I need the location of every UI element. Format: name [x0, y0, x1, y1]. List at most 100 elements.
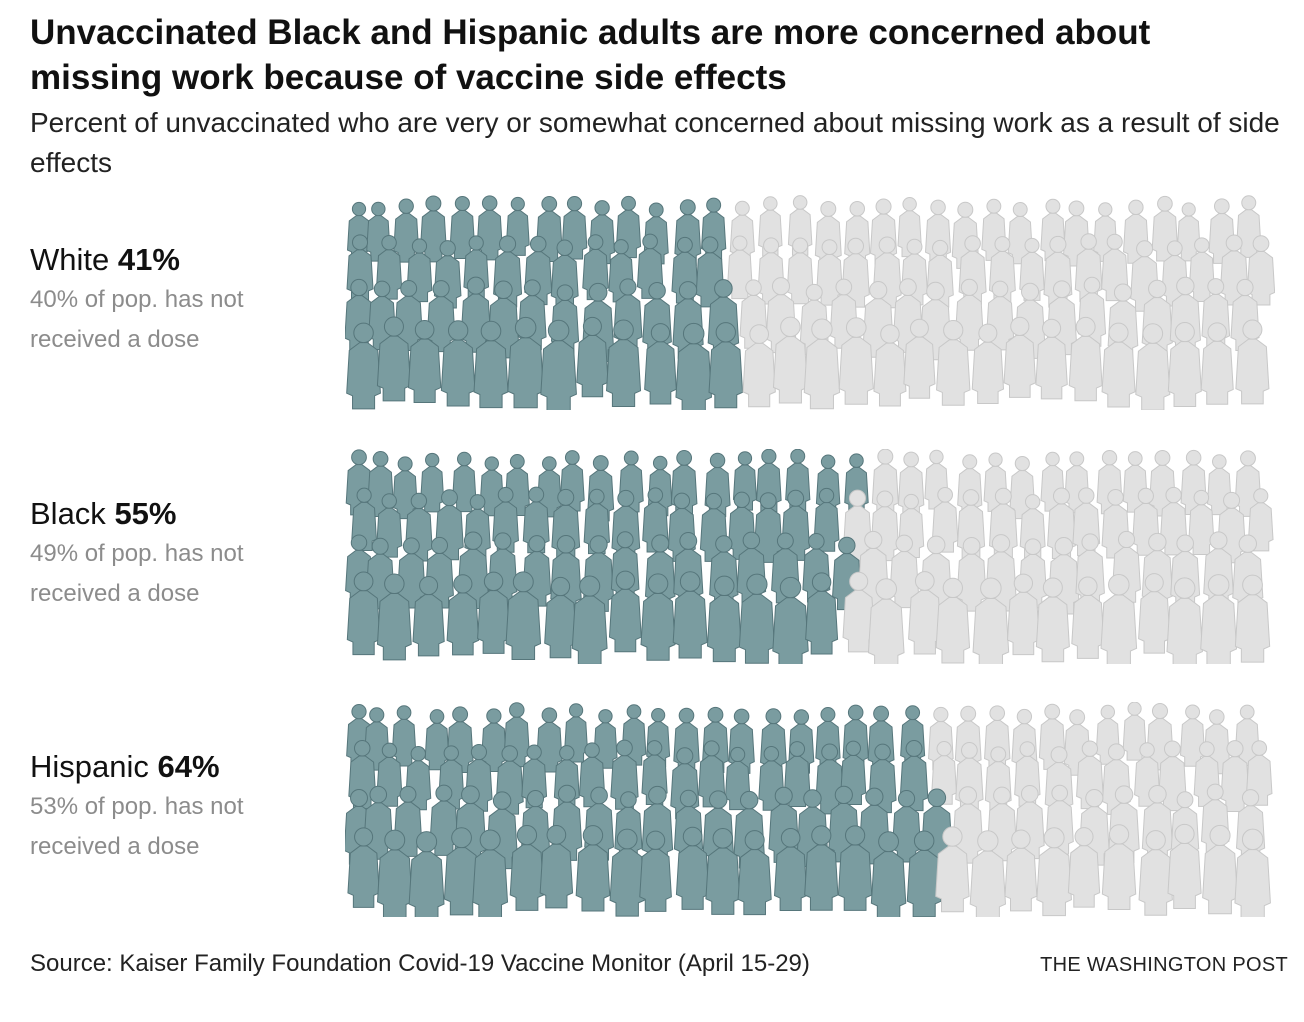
person-not-concerned: [956, 537, 987, 612]
person-concerned: [347, 827, 380, 908]
crowd-bar-white: [345, 195, 1275, 410]
person-concerned: [507, 316, 544, 409]
person-concerned: [446, 574, 480, 656]
person-concerned: [609, 828, 645, 917]
percent-label: 55%: [114, 496, 177, 531]
person-not-concerned: [935, 826, 970, 913]
person-not-concerned: [803, 318, 841, 410]
person-not-concerned: [1166, 577, 1203, 664]
person-concerned: [608, 570, 642, 653]
percent-label: 64%: [157, 749, 220, 784]
person-not-concerned: [972, 577, 1010, 664]
person-not-concerned: [1202, 824, 1238, 915]
person-not-concerned: [936, 320, 971, 406]
person-not-concerned: [1167, 823, 1202, 910]
person-not-concerned: [1100, 574, 1138, 664]
person-not-concerned: [1138, 830, 1173, 916]
person-concerned: [675, 826, 710, 910]
person-not-concerned: [1138, 573, 1171, 654]
person-not-concerned: [1101, 322, 1136, 408]
person-not-concerned: [1071, 576, 1105, 659]
crowd-bar-hispanic: [345, 702, 1275, 917]
crowd-svg: [345, 702, 1273, 917]
person-concerned: [738, 573, 775, 664]
person-not-concerned: [867, 578, 905, 664]
person-not-concerned: [1004, 829, 1038, 912]
person-concerned: [393, 198, 420, 263]
person-concerned: [509, 824, 545, 911]
person-not-concerned: [1068, 316, 1103, 402]
person-concerned: [640, 573, 676, 661]
person-concerned: [376, 829, 413, 917]
person-concerned: [870, 831, 907, 917]
person-concerned: [376, 316, 411, 402]
person-concerned: [376, 573, 412, 661]
chart-title: Unvaccinated Black and Hispanic adults a…: [30, 13, 1151, 97]
person-not-concerned: [772, 316, 808, 404]
person-concerned: [424, 709, 450, 771]
person-concerned: [346, 571, 381, 656]
row-label-black: Black 55% 49% of pop. has not received a…: [30, 494, 340, 614]
category-label: Hispanic: [30, 749, 149, 784]
person-concerned: [737, 830, 772, 916]
category-label: White: [30, 242, 110, 277]
person-concerned: [675, 322, 713, 410]
person-not-concerned: [1235, 319, 1270, 405]
person-not-concerned: [903, 318, 936, 399]
source-note: Source: Kaiser Family Foundation Covid-1…: [30, 950, 810, 977]
person-concerned: [639, 830, 672, 912]
person-concerned: [540, 319, 577, 410]
person-concerned: [644, 323, 677, 405]
person-not-concerned: [1234, 574, 1271, 663]
person-not-concerned: [838, 317, 874, 405]
person-not-concerned: [1135, 323, 1171, 410]
person-concerned: [773, 828, 808, 911]
person-concerned: [605, 319, 642, 407]
person-not-concerned: [1200, 322, 1234, 405]
person-not-concerned: [1246, 740, 1273, 806]
person-not-concerned: [969, 830, 1007, 917]
person-concerned: [472, 829, 509, 917]
person-concerned: [477, 571, 511, 654]
person-concerned: [407, 319, 442, 404]
person-not-concerned: [1006, 573, 1040, 656]
person-not-concerned: [908, 571, 942, 655]
person-concerned: [708, 322, 744, 409]
person-not-concerned: [1035, 318, 1068, 400]
crowd-svg: [345, 195, 1275, 410]
person-not-concerned: [873, 324, 907, 407]
person-not-concerned: [1167, 321, 1202, 407]
category-label: Black: [30, 496, 106, 531]
person-not-concerned: [742, 324, 776, 408]
person-concerned: [575, 825, 611, 912]
chart-subtitle: Percent of unvaccinated who are very or …: [30, 107, 1280, 178]
person-not-concerned: [935, 577, 971, 664]
person-concerned: [505, 571, 542, 661]
percent-label: 41%: [117, 242, 180, 277]
person-concerned: [412, 576, 445, 657]
person-not-concerned: [1248, 488, 1274, 552]
person-concerned: [571, 575, 608, 664]
person-concerned: [805, 572, 839, 655]
person-not-concerned: [971, 323, 1005, 405]
person-not-concerned: [1234, 828, 1271, 917]
row-note: 40% of pop. has not received a dose: [30, 286, 244, 353]
person-not-concerned: [1036, 827, 1072, 917]
person-not-concerned: [1035, 577, 1070, 663]
person-not-concerned: [1200, 574, 1238, 664]
row-label-hispanic: Hispanic 64% 53% of pop. has not receive…: [30, 747, 340, 867]
person-concerned: [837, 825, 873, 911]
person-concerned: [392, 456, 418, 520]
crowd-bar-black: [345, 449, 1275, 664]
person-concerned: [772, 576, 809, 664]
person-concerned: [476, 195, 503, 261]
row-note: 53% of pop. has not received a dose: [30, 793, 244, 860]
person-concerned: [705, 828, 741, 915]
person-concerned: [522, 486, 550, 554]
person-not-concerned: [1067, 827, 1101, 908]
person-not-concerned: [1101, 824, 1137, 911]
person-concerned: [473, 320, 509, 409]
person-concerned: [906, 830, 942, 917]
person-concerned: [346, 322, 381, 410]
publisher-credit: THE WASHINGTON POST: [1040, 954, 1288, 976]
